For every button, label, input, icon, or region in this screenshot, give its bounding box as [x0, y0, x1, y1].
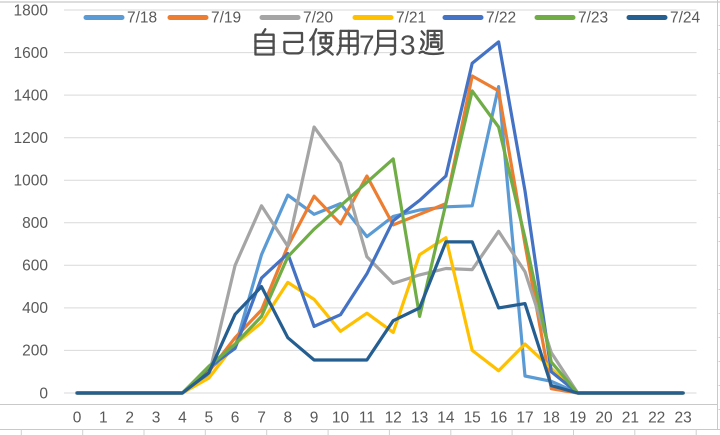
svg-text:21: 21 — [622, 409, 639, 426]
svg-text:8: 8 — [283, 409, 292, 426]
svg-text:800: 800 — [22, 215, 48, 232]
svg-text:4: 4 — [178, 409, 187, 426]
svg-text:16: 16 — [490, 409, 507, 426]
svg-text:17: 17 — [516, 409, 533, 426]
svg-text:7/24: 7/24 — [670, 10, 701, 27]
svg-text:7/20: 7/20 — [303, 10, 334, 27]
svg-text:400: 400 — [22, 300, 48, 317]
svg-text:5: 5 — [204, 409, 213, 426]
svg-text:12: 12 — [385, 409, 402, 426]
svg-text:600: 600 — [22, 258, 48, 275]
svg-text:2: 2 — [125, 409, 134, 426]
svg-text:3: 3 — [400, 30, 416, 61]
svg-text:0: 0 — [39, 385, 48, 402]
svg-text:200: 200 — [22, 343, 48, 360]
svg-text:1400: 1400 — [14, 87, 49, 104]
svg-text:22: 22 — [648, 409, 665, 426]
svg-text:1200: 1200 — [14, 130, 49, 147]
svg-text:23: 23 — [674, 409, 691, 426]
svg-text:7/18: 7/18 — [127, 10, 157, 27]
svg-text:1800: 1800 — [14, 2, 49, 19]
svg-text:6: 6 — [231, 409, 240, 426]
svg-text:15: 15 — [464, 409, 481, 426]
svg-text:7/21: 7/21 — [396, 10, 426, 27]
svg-text:7: 7 — [257, 409, 266, 426]
svg-text:9: 9 — [310, 409, 319, 426]
svg-text:1600: 1600 — [14, 45, 49, 62]
svg-text:1000: 1000 — [14, 173, 49, 190]
svg-text:14: 14 — [437, 409, 455, 426]
svg-text:13: 13 — [411, 409, 428, 426]
svg-text:7/19: 7/19 — [211, 10, 241, 27]
svg-text:0: 0 — [73, 409, 82, 426]
svg-text:7: 7 — [359, 30, 375, 61]
svg-text:10: 10 — [332, 409, 350, 426]
svg-text:3: 3 — [152, 409, 161, 426]
svg-text:7/22: 7/22 — [486, 10, 516, 27]
svg-text:19: 19 — [569, 409, 586, 426]
svg-text:1: 1 — [99, 409, 108, 426]
svg-text:20: 20 — [595, 409, 613, 426]
svg-text:18: 18 — [543, 409, 560, 426]
svg-text:11: 11 — [359, 409, 375, 426]
svg-text:7/23: 7/23 — [578, 10, 608, 27]
